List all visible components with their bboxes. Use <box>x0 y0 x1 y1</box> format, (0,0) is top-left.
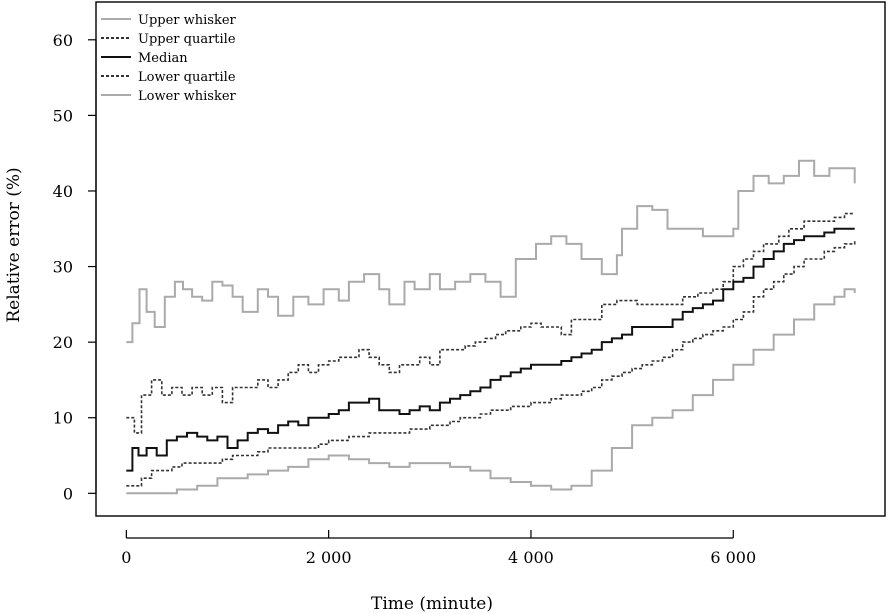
x-tick-label: 6 000 <box>710 548 756 567</box>
legend-label: Lower whisker <box>138 89 237 104</box>
legend-label: Upper quartile <box>138 32 236 47</box>
series-lower-quartile <box>126 240 856 487</box>
y-tick-label: 20 <box>53 333 73 352</box>
y-axis-title: Relative error (%) <box>4 167 24 322</box>
y-tick-label: 30 <box>53 258 73 277</box>
y-axis: 0 10 20 30 40 50 60 <box>53 31 97 503</box>
x-tick-label: 0 <box>121 548 131 567</box>
legend-label: Median <box>138 51 188 66</box>
y-tick-label: 10 <box>53 409 73 428</box>
legend: Upper whisker Upper quartile Median Lower q… <box>101 13 237 104</box>
series-median <box>126 227 855 472</box>
y-tick-label: 60 <box>53 31 73 50</box>
x-axis-title: Time (minute) <box>371 594 493 614</box>
y-tick-label: 50 <box>53 106 73 125</box>
x-axis: 0 2 000 4 000 6 000 <box>121 530 756 567</box>
legend-label: Upper whisker <box>138 13 237 28</box>
x-tick-label: 4 000 <box>508 548 554 567</box>
series-lower-whisker <box>126 288 856 495</box>
x-tick-label: 2 000 <box>306 548 352 567</box>
series-upper-whisker <box>126 159 856 344</box>
series-upper-quartile <box>126 212 855 434</box>
y-tick-label: 40 <box>53 182 73 201</box>
legend-label: Lower quartile <box>138 70 236 85</box>
y-tick-label: 0 <box>63 484 73 503</box>
series-layer <box>126 159 856 495</box>
